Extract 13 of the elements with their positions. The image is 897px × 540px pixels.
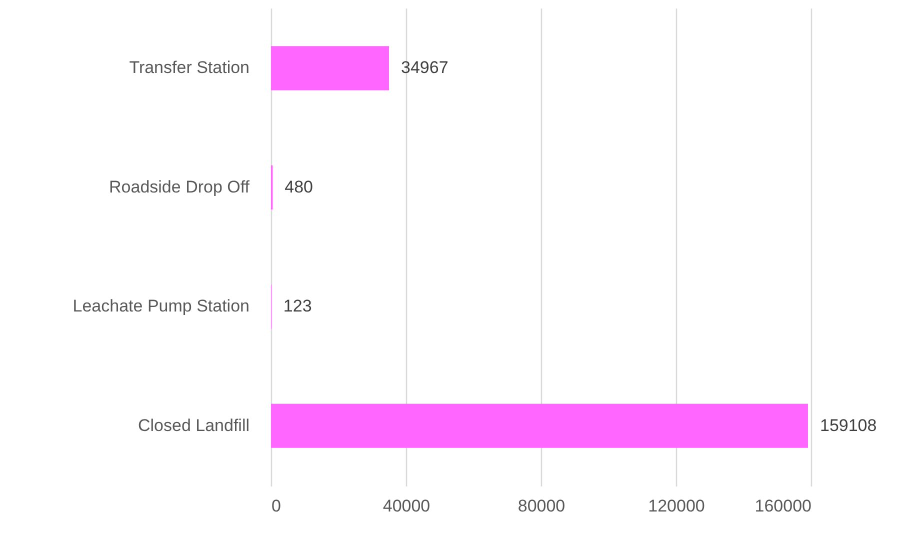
data-label: 123 (283, 296, 312, 316)
y-tick-label: Closed Landfill (138, 416, 250, 435)
x-tick-label: 80000 (518, 496, 566, 516)
data-label: 480 (284, 177, 313, 196)
x-tick-label: 0 (272, 496, 281, 516)
x-tick-label: 40000 (382, 496, 430, 516)
x-tick-label: 160000 (754, 496, 812, 516)
y-tick-label: Transfer Station (129, 58, 250, 78)
y-tick-label: Roadside Drop Off (109, 177, 250, 196)
data-label: 159108 (820, 416, 877, 435)
x-tick-label: 120000 (648, 496, 705, 516)
y-tick-label: Leachate Pump Station (72, 296, 250, 316)
data-label: 34967 (401, 58, 448, 78)
